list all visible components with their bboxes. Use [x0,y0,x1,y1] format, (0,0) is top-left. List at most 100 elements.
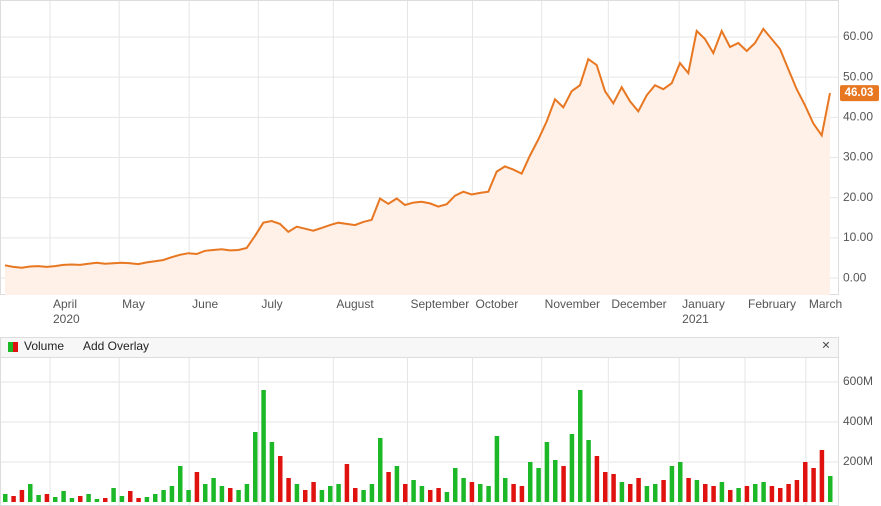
y-tick-label: 0.00 [843,270,867,284]
x-tick-label: May [122,297,145,311]
volume-bar [236,490,241,502]
volume-bar [619,482,625,502]
volume-bar [694,480,700,502]
volume-bar [119,496,125,502]
volume-bar [294,484,300,502]
volume-bar [128,491,133,502]
x-tick-label: July [261,297,282,311]
volume-bar [286,478,291,502]
y-tick-label: 40.00 [843,110,873,124]
volume-bar [494,436,500,502]
volume-bar [219,486,225,502]
year-label: 2020 [53,312,80,326]
volume-bar [544,442,550,502]
y-tick-label: 600M [843,374,873,388]
volume-bar [86,494,91,502]
volume-bar [603,472,608,502]
y-tick-label: 20.00 [843,190,873,204]
volume-bar [361,490,366,502]
volume-bar [3,494,8,502]
volume-bar [61,491,66,502]
volume-bar [536,468,541,502]
volume-bar [444,492,450,502]
volume-bar [778,488,783,502]
x-tick-label: August [336,297,374,311]
volume-bar [678,462,683,502]
last-price-box [840,85,879,102]
volume-bar [553,460,558,502]
price-area [5,28,830,296]
volume-bar [461,478,466,502]
volume-bar [269,442,275,502]
last-price-label: 46.03 [845,87,874,99]
x-tick-label: January [682,297,725,311]
volume-bar [211,478,216,502]
volume-bar [578,390,583,502]
volume-bar [203,484,208,502]
x-tick-label: February [748,297,796,311]
volume-bar [661,480,666,502]
volume-bar [561,466,566,502]
volume-bar [519,486,525,502]
volume-bar [594,456,600,502]
volume-pane [0,357,839,506]
volume-bar [794,480,800,502]
volume-bar [319,490,325,502]
volume-bar [19,490,25,502]
add-overlay[interactable]: Add Overlay [83,339,149,353]
volume-bar [728,490,733,502]
volume-bar [803,462,808,502]
volume-bar [528,462,533,502]
close-button[interactable]: × [822,337,830,353]
volume-bar [136,498,141,502]
volume-bar [653,484,658,502]
volume-bar [153,494,158,502]
volume-bar [711,486,716,502]
legend-icon [8,342,13,352]
volume-bar [453,468,458,502]
volume-bar [94,499,100,502]
volume-bar [311,482,316,502]
volume-bar [111,488,116,502]
volume-bar [403,484,408,502]
volume-bar [511,484,516,502]
volume-bar [828,476,833,502]
x-tick-label: October [476,297,519,311]
volume-bar [53,497,58,502]
volume-bar [478,484,483,502]
volume-bar [78,496,83,502]
y-tick-label: 200M [843,454,873,468]
legend-label: Volume [24,339,64,353]
volume-bar [244,484,250,502]
volume-bar [169,486,175,502]
volume-bar [569,434,575,502]
volume-bar [669,466,675,502]
volume-bar [628,484,633,502]
volume-bar [344,464,350,502]
volume-bar [228,488,233,502]
volume-bar [503,478,508,502]
volume-bar [719,482,725,502]
volume-bar [611,474,616,502]
volume-bar [411,480,416,502]
volume-bar [819,450,825,502]
volume-bar [278,456,283,502]
x-tick-label: March [809,297,842,311]
volume-bar [469,482,475,502]
volume-bar [753,484,758,502]
volume-bar [378,438,383,502]
volume-bar [336,484,341,502]
volume-bar [253,432,258,502]
x-tick-label: December [611,297,666,311]
volume-bar [353,488,358,502]
x-tick-label: November [545,297,600,311]
y-tick-label: 10.00 [843,230,873,244]
volume-bar [186,490,191,502]
volume-bar [703,484,708,502]
volume-bar [328,486,333,502]
price-line [4,27,831,269]
year-label: 2021 [682,312,709,326]
volume-bar [394,466,400,502]
volume-bar [161,490,166,502]
